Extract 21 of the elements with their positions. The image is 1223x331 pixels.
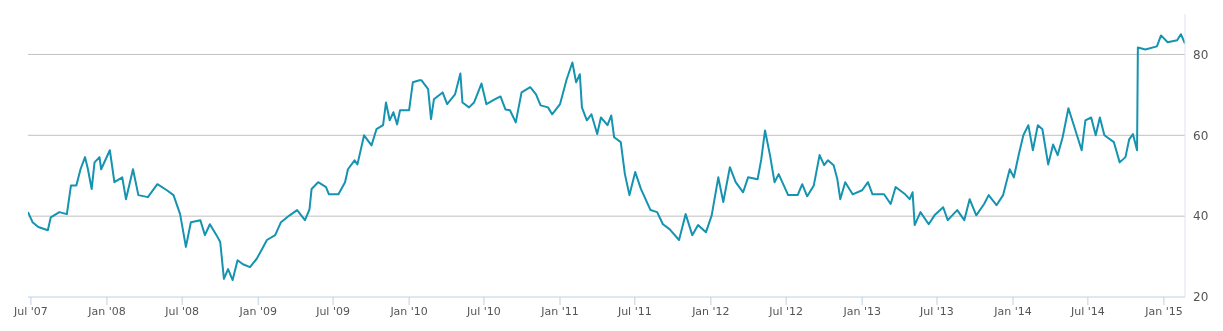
y-tick-label: 60: [1193, 128, 1209, 143]
x-tick-label: Jul '12: [768, 304, 803, 318]
x-tick-label: Jan '14: [993, 304, 1032, 318]
x-tick-label: Jul '08: [164, 304, 200, 318]
x-tick-label: Jul '14: [1069, 304, 1105, 318]
y-tick-label: 40: [1193, 209, 1209, 224]
x-tick-label: Jan '10: [389, 304, 428, 318]
x-tick-label: Jan '08: [87, 304, 126, 318]
x-tick-label: Jul '11: [616, 304, 652, 318]
x-tick-label: Jan '09: [238, 304, 277, 318]
x-tick-label: Jul '13: [919, 304, 954, 318]
y-tick-label: 20: [1193, 290, 1209, 305]
x-tick-label: Jan '12: [691, 304, 730, 318]
x-tick-label: Jul '10: [466, 304, 501, 318]
x-tick-label: Jul '07: [13, 304, 48, 318]
x-tick-label: Jan '15: [1144, 304, 1183, 318]
y-tick-label: 80: [1193, 47, 1209, 62]
x-tick-label: Jul '09: [315, 304, 350, 318]
x-tick-label: Jan '13: [842, 304, 881, 318]
x-tick-label: Jan '11: [540, 304, 579, 318]
line-series: [28, 33, 1185, 282]
